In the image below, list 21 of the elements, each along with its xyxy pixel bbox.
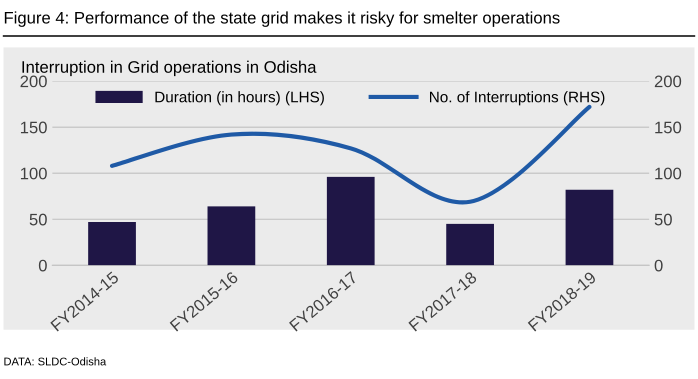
bar: [208, 206, 256, 266]
bar: [88, 222, 136, 266]
y2-tick-label: 50: [654, 214, 672, 226]
bar: [326, 176, 375, 266]
y2-tick-label: 150: [655, 122, 682, 134]
y2-tick-label: 0: [654, 260, 663, 272]
y-tick-label: 150: [20, 122, 47, 134]
chart-title: Figure 4: Performance of the state grid makes it risky for smelter operations: [4, 11, 560, 27]
y-tick-label: 200: [20, 76, 47, 88]
bar: [566, 190, 614, 266]
text: DATA: SLDC-Odisha: [4, 357, 106, 366]
line-series: [110, 104, 592, 204]
y2-tick-label: 100: [655, 168, 682, 180]
chart-subtitle: Interruption in Grid operations in Odisha: [22, 60, 316, 76]
y-tick-label: 0: [38, 260, 47, 272]
y-tick-label: 50: [30, 214, 47, 226]
bar: [446, 224, 494, 266]
y2-tick-label: 200: [654, 76, 682, 88]
y-tick-label: 100: [20, 168, 47, 180]
legend-label: Duration (in hours) (LHS): [155, 91, 324, 106]
legend-label: No. of Interruptions (RHS): [430, 91, 604, 106]
